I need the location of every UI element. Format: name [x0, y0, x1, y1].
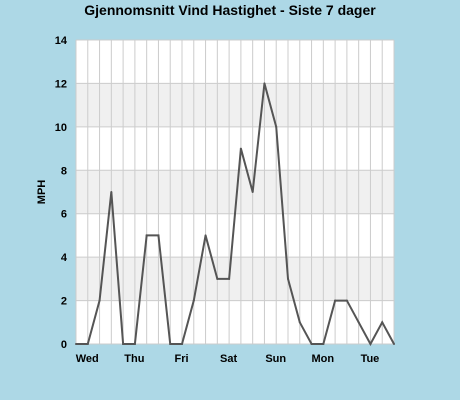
x-tick-label: Tue	[361, 353, 380, 365]
y-tick-label: 2	[61, 296, 67, 308]
x-tick-label: Fri	[174, 353, 188, 365]
y-tick-label: 6	[61, 209, 67, 221]
data-point	[369, 343, 372, 345]
series-layer	[75, 82, 395, 347]
data-point	[86, 343, 89, 345]
data-point	[133, 343, 136, 345]
y-tick-label: 14	[55, 35, 68, 47]
x-tick-label: Sun	[265, 353, 286, 365]
data-point	[393, 343, 395, 345]
series-line	[76, 83, 395, 347]
chart-title: Gjennomsnitt Vind Hastighet - Siste 7 da…	[84, 2, 376, 18]
x-tick-label: Thu	[124, 353, 144, 365]
data-point	[204, 234, 207, 237]
data-point	[381, 321, 384, 324]
data-point	[181, 343, 183, 345]
y-tick-label: 8	[61, 165, 67, 177]
y-axis-ticks: 0 2 4 6 8 10 12 14	[55, 35, 68, 351]
x-tick-label: Sat	[220, 353, 237, 365]
x-tick-label: Wed	[76, 353, 99, 365]
data-point	[169, 343, 172, 345]
y-tick-label: 0	[61, 339, 67, 351]
data-point	[310, 343, 313, 345]
plot-band	[76, 83, 394, 127]
grid-lines	[75, 39, 395, 345]
data-point	[298, 321, 301, 324]
data-point	[357, 321, 360, 324]
y-tick-label: 10	[55, 122, 67, 134]
data-point	[239, 147, 242, 150]
data-point	[216, 277, 219, 280]
plot-band	[76, 257, 394, 301]
data-point	[98, 299, 101, 302]
x-axis-ticks: Wed Thu Fri Sat Sun Mon Tue	[76, 353, 380, 365]
data-point	[345, 299, 348, 302]
y-tick-label: 4	[61, 252, 68, 264]
data-point	[251, 191, 254, 193]
data-point	[75, 343, 77, 345]
data-point	[322, 343, 325, 345]
data-point	[122, 343, 125, 345]
y-tick-label: 12	[55, 78, 67, 90]
data-point	[334, 299, 337, 302]
data-point	[157, 234, 160, 237]
data-point	[228, 277, 231, 280]
data-point	[145, 234, 148, 237]
data-point	[263, 82, 266, 85]
x-tick-label: Mon	[312, 353, 335, 365]
y-axis-label: MPH	[36, 180, 48, 205]
data-point	[192, 299, 195, 302]
plot-background	[76, 40, 394, 344]
data-point	[110, 191, 113, 193]
data-point	[275, 125, 278, 128]
data-point	[287, 277, 289, 280]
